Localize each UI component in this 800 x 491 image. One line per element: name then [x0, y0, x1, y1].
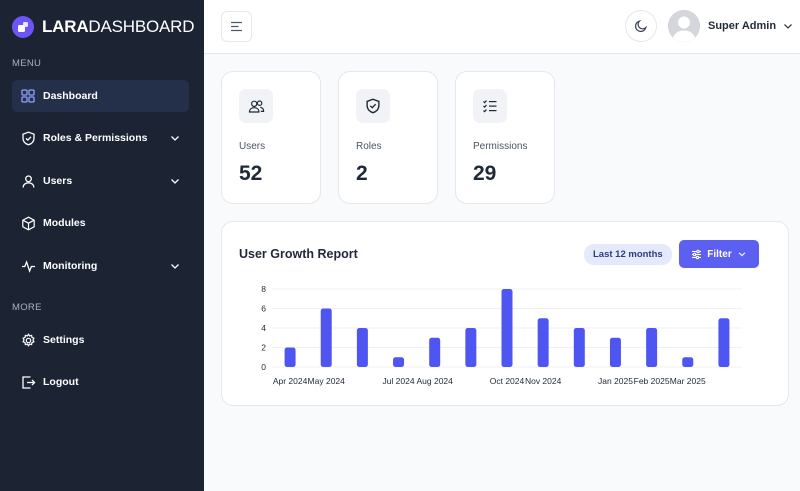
filter-button[interactable]: Filter [679, 240, 759, 268]
bar [718, 318, 730, 367]
bar [465, 328, 477, 367]
y-tick-label: 2 [261, 343, 266, 353]
bar [682, 357, 694, 367]
x-tick-label: Feb 2025 [634, 376, 670, 386]
stat-card-users: Users 52 [221, 71, 321, 204]
logout-icon [20, 374, 36, 390]
bar [646, 328, 658, 367]
y-tick-label: 8 [261, 284, 266, 294]
bar [501, 289, 513, 367]
stat-label: Users [239, 141, 266, 152]
stat-value: 29 [473, 162, 497, 185]
bar [429, 337, 441, 367]
filter-label: Filter [707, 248, 732, 260]
activity-icon [20, 258, 36, 274]
stat-value: 52 [239, 162, 263, 185]
user-growth-chart: 0 2 4 6 8 Apr 2024 May 2024 Jul 2024 Aug 2024 Oct… [261, 284, 742, 386]
y-tick-label: 0 [261, 362, 266, 372]
sidebar-item-modules[interactable]: Modules [12, 207, 189, 239]
sidebar-item-label: Users [43, 175, 73, 187]
bar [573, 328, 585, 367]
y-tick-label: 6 [261, 304, 266, 314]
sidebar-item-label: Modules [43, 217, 86, 229]
user-name: Super Admin [708, 20, 777, 32]
users-icon [239, 89, 273, 123]
chart-title: User Growth Report [239, 247, 358, 261]
stat-card-permissions: Permissions 29 [455, 71, 555, 204]
bar [393, 357, 405, 367]
bar [320, 308, 332, 367]
x-tick-label: Apr 2024 [273, 376, 308, 386]
sidebar-item-users[interactable]: Users [12, 165, 189, 197]
x-tick-label: Aug 2024 [416, 376, 453, 386]
chevron-down-icon [738, 252, 746, 257]
x-tick-label: May 2024 [308, 376, 346, 386]
bar [284, 347, 296, 367]
sidebar-item-dashboard[interactable]: Dashboard [12, 80, 189, 112]
sidebar-item-label: Monitoring [43, 260, 98, 272]
range-badge: Last 12 months [584, 244, 672, 265]
sidebar-item-logout[interactable]: Logout [12, 366, 189, 398]
user-growth-card: User Growth Report Last 12 months Filter… [221, 221, 789, 406]
sidebar: LARADASHBOARD MENU Dashboard Roles & Per… [0, 0, 204, 491]
avatar [668, 10, 700, 42]
brand-logo-icon [12, 16, 34, 38]
theme-toggle-button[interactable] [625, 10, 657, 42]
user-menu[interactable]: Super Admin [668, 10, 794, 42]
chevron-down-icon[interactable] [169, 260, 181, 272]
stat-label: Roles [356, 141, 382, 152]
sliders-icon [692, 249, 702, 259]
chevron-down-icon[interactable] [169, 132, 181, 144]
x-tick-label: Jan 2025 [598, 376, 633, 386]
grid-icon [20, 88, 36, 104]
cube-icon [20, 215, 36, 231]
sidebar-item-label: Dashboard [43, 90, 98, 102]
gear-icon [20, 332, 36, 348]
more-section-label: MORE [12, 302, 42, 313]
stat-label: Permissions [473, 141, 528, 152]
shield-check-icon [356, 89, 390, 123]
sidebar-item-settings[interactable]: Settings [12, 324, 189, 356]
x-tick-label: Oct 2024 [490, 376, 525, 386]
x-tick-label: Nov 2024 [525, 376, 562, 386]
bar [609, 337, 621, 367]
shield-icon [20, 130, 36, 146]
moon-icon [635, 20, 647, 32]
x-tick-label: Mar 2025 [670, 376, 706, 386]
stat-card-roles: Roles 2 [338, 71, 438, 204]
brand-title: LARADASHBOARD [42, 17, 195, 36]
chevron-down-icon[interactable] [169, 175, 181, 187]
menu-section-label: MENU [12, 58, 42, 69]
stat-value: 2 [356, 162, 368, 185]
sidebar-item-label: Settings [43, 334, 85, 346]
sidebar-item-label: Roles & Permissions [43, 132, 148, 144]
sidebar-item-roles-permissions[interactable]: Roles & Permissions [12, 122, 189, 154]
menu-icon [231, 21, 242, 32]
brand[interactable]: LARADASHBOARD [12, 14, 195, 40]
y-tick-label: 4 [261, 323, 266, 333]
list-icon [473, 89, 507, 123]
bar [356, 328, 368, 367]
top-header: Super Admin [204, 0, 800, 54]
user-icon [20, 173, 36, 189]
sidebar-item-label: Logout [43, 376, 79, 388]
chevron-down-icon [784, 24, 793, 29]
sidebar-toggle-button[interactable] [221, 11, 252, 42]
x-tick-label: Jul 2024 [382, 376, 414, 386]
sidebar-item-monitoring[interactable]: Monitoring [12, 250, 189, 282]
bar [537, 318, 549, 367]
